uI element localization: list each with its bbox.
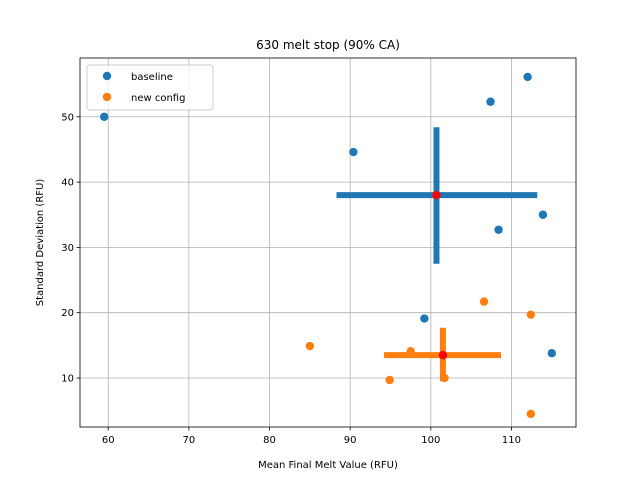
legend-marker-baseline <box>102 71 112 81</box>
plot-frame <box>79 57 577 428</box>
legend: baseline new config <box>86 64 214 111</box>
y-tick-label: 20 <box>61 308 74 319</box>
point-baseline <box>486 97 495 106</box>
y-axis-ticks: 10 20 30 40 50 <box>61 112 80 385</box>
y-tick-label: 30 <box>61 243 74 254</box>
point-new-config <box>479 297 489 306</box>
chart-title: 630 melt stop (90% CA) <box>256 38 400 52</box>
x-axis-ticks: 60 70 80 90 100 110 <box>102 427 521 446</box>
point-baseline <box>547 349 557 358</box>
data-points <box>99 72 557 419</box>
x-tick-label: 110 <box>502 435 521 446</box>
point-new-config <box>440 373 449 383</box>
point-new-config <box>305 341 315 351</box>
x-axis-label: Mean Final Melt Value (RFU) <box>258 460 398 471</box>
legend-box <box>86 64 214 111</box>
x-tick-label: 70 <box>183 435 196 446</box>
point-new-config <box>526 310 536 319</box>
center-marker-new-config <box>438 350 448 360</box>
grid-lines <box>80 58 576 427</box>
x-tick-label: 80 <box>263 435 276 446</box>
plot-area <box>80 58 576 427</box>
y-tick-label: 10 <box>61 374 74 385</box>
point-baseline <box>538 210 548 219</box>
point-baseline <box>420 314 429 323</box>
center-markers <box>432 190 448 360</box>
legend-marker-new-config <box>102 92 112 102</box>
point-new-config <box>526 409 536 419</box>
point-baseline <box>494 225 503 234</box>
point-baseline <box>523 72 532 82</box>
x-tick-label: 90 <box>344 435 357 446</box>
x-tick-label: 60 <box>102 435 115 446</box>
y-tick-label: 40 <box>61 178 74 189</box>
y-tick-label: 50 <box>61 112 74 123</box>
x-tick-label: 100 <box>421 435 440 446</box>
y-axis-label: Standard Deviation (RFU) <box>35 179 46 307</box>
point-new-config <box>385 375 394 385</box>
legend-label-new-config: new config <box>131 93 185 104</box>
legend-label-baseline: baseline <box>131 72 173 83</box>
point-baseline <box>99 112 109 121</box>
point-baseline <box>349 147 358 157</box>
center-marker-baseline <box>432 190 441 200</box>
point-new-config <box>406 347 415 356</box>
